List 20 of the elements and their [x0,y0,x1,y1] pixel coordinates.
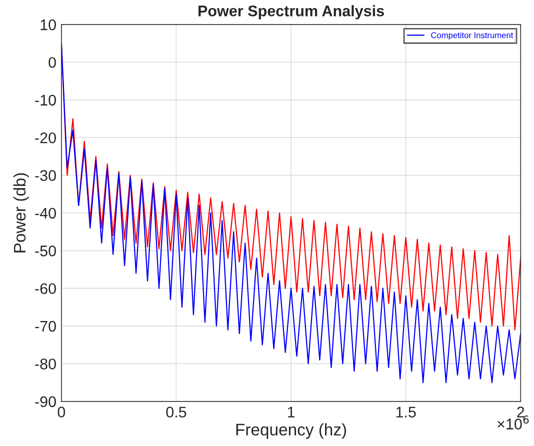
y-tick-label: -30 [35,170,56,181]
legend-label: Competitor Instrument [431,32,514,40]
x-tick-label: 0 [58,406,66,418]
y-tick-label: -50 [35,246,56,256]
x-tick-label: 1 [288,406,295,418]
chart-title: Power Spectrum Analysis [198,5,384,20]
y-axis-title: Power (db) [13,173,29,252]
x-tick-label: 2 [517,406,524,418]
y-tick-label: -90 [35,396,56,408]
y-tick-label: -40 [35,208,56,219]
y-tick-label: 0 [48,57,56,68]
y-tick-label: -80 [35,358,56,370]
x-tick-label: 0.5 [166,406,186,418]
y-tick-label: -10 [35,94,56,106]
y-tick-label: -20 [35,132,56,144]
x-tick-label: 1.5 [396,406,416,418]
y-tick-label: 10 [40,19,56,30]
y-tick-label: -60 [35,283,56,294]
x-axis-title: Frequency (hz) [236,423,346,439]
y-tick-label: -70 [35,320,56,332]
